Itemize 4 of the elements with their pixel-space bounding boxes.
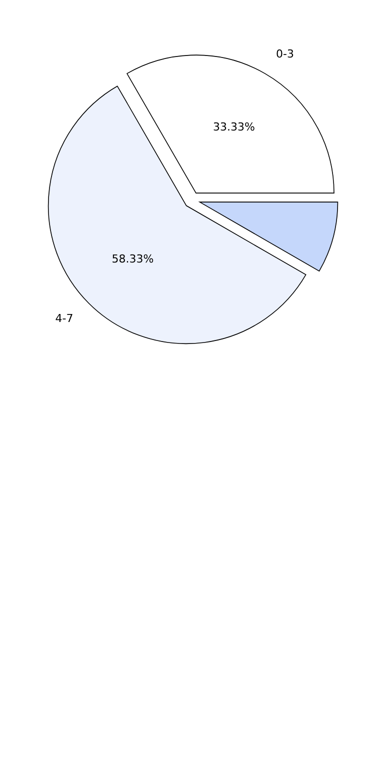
slice-label: 4-7 [55,312,74,325]
slice-label: 0-3 [276,48,294,61]
data-label: 33.33% [212,120,255,134]
data-label: 58.33% [112,252,154,266]
